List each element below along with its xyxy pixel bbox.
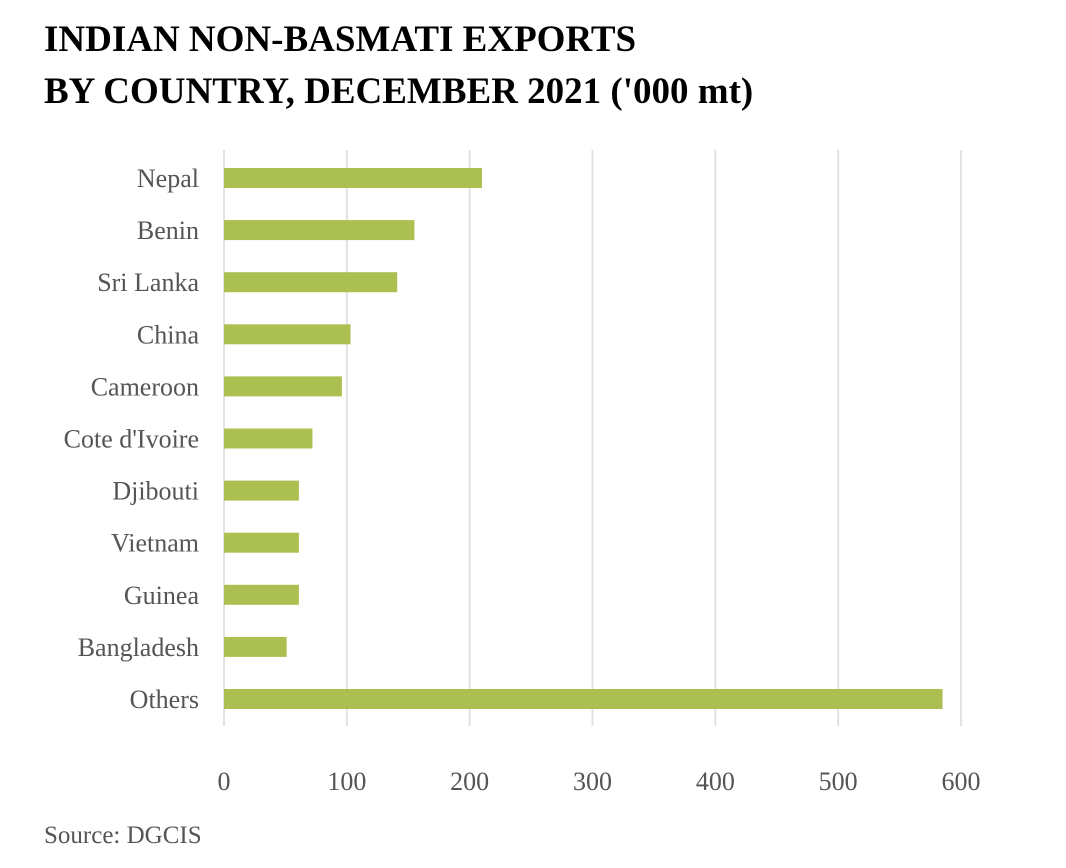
x-tick-label-1: 100 [327, 767, 366, 796]
bar-2 [224, 272, 398, 293]
bar-8 [224, 584, 299, 605]
category-label-1: Benin [137, 216, 199, 245]
x-tick-label-2: 200 [450, 767, 489, 796]
bar-0 [224, 168, 482, 188]
category-label-4: Cameroon [91, 372, 199, 401]
category-label-0: Nepal [137, 164, 199, 193]
category-label-2: Sri Lanka [97, 268, 199, 297]
bar-1 [224, 220, 415, 241]
category-label-8: Guinea [124, 581, 200, 610]
category-label-9: Bangladesh [78, 633, 199, 662]
chart-title-line-2: BY COUNTRY, DECEMBER 2021 ('000 mt) [44, 71, 754, 112]
bar-10 [224, 689, 943, 709]
x-tick-label-6: 600 [942, 767, 981, 796]
chart-title: INDIAN NON-BASMATI EXPORTS BY COUNTRY, D… [44, 14, 753, 118]
bar-4 [224, 376, 342, 397]
category-label-6: Djibouti [112, 477, 199, 506]
bar-5 [224, 428, 313, 449]
bars [224, 168, 943, 709]
x-tick-label-3: 300 [573, 767, 612, 796]
bar-9 [224, 636, 287, 657]
category-label-7: Vietnam [111, 529, 199, 558]
grid-lines [223, 150, 962, 726]
bar-3 [224, 324, 351, 345]
x-tick-labels: 0 100 200 300 400 500 600 [218, 767, 981, 796]
category-label-10: Others [130, 685, 199, 714]
category-label-5: Cote d'Ivoire [64, 425, 199, 454]
x-tick-label-4: 400 [696, 767, 735, 796]
bar-7 [224, 532, 299, 553]
chart-title-line-1: INDIAN NON-BASMATI EXPORTS [44, 19, 637, 60]
category-labels: Nepal Benin Sri Lanka China Cameroon Cote d'I… [64, 164, 200, 714]
source-note: Source: DGCIS [44, 822, 202, 849]
category-label-3: China [137, 320, 200, 349]
x-tick-label-5: 500 [819, 767, 858, 796]
bar-6 [224, 480, 299, 501]
x-tick-label-0: 0 [218, 767, 231, 796]
